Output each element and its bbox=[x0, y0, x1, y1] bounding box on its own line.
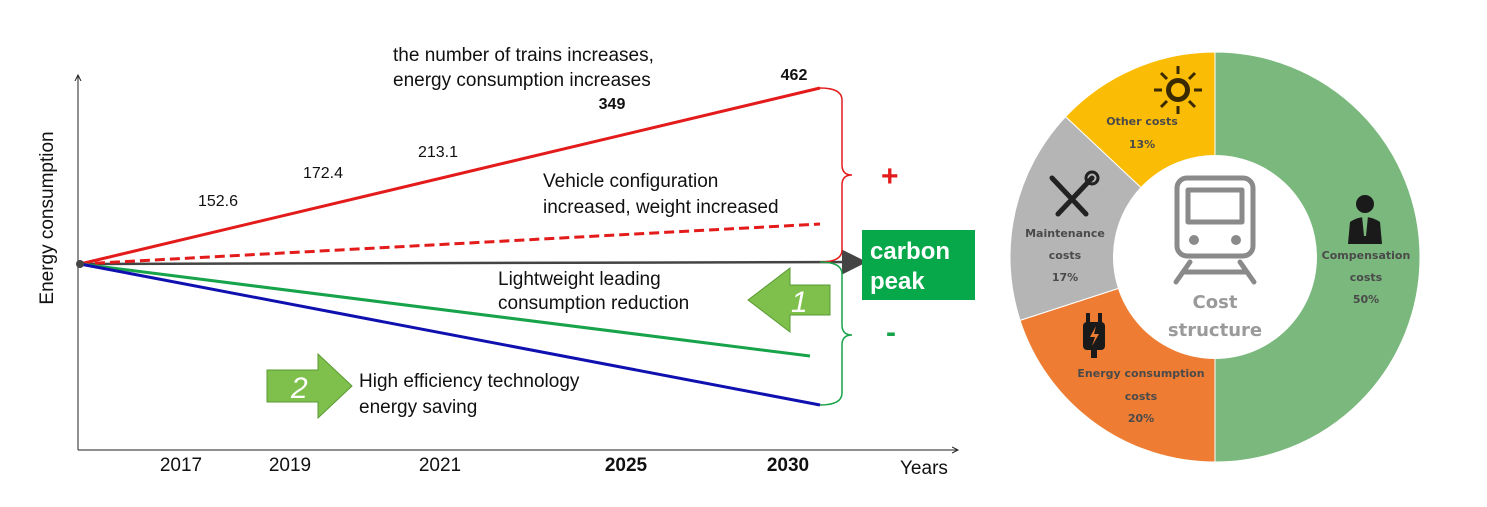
minus-sign: - bbox=[886, 316, 896, 349]
energy-trend-chart: Energy consumption Years 2017 2019 2021 … bbox=[37, 45, 975, 479]
annotation-trains-1: the number of trains increases, bbox=[393, 45, 654, 66]
arrow-1: 1 bbox=[747, 266, 831, 334]
label-maintenance-pct: 17% bbox=[1052, 271, 1078, 284]
data-label-2017: 152.6 bbox=[198, 193, 238, 210]
carbon-peak-line1: carbon bbox=[870, 238, 950, 265]
label-energy-1: Energy consumption bbox=[1077, 367, 1204, 380]
increase-brace bbox=[819, 87, 853, 263]
decrease-brace bbox=[819, 261, 853, 406]
annotation-efficiency-2: energy saving bbox=[359, 397, 477, 418]
plus-sign: + bbox=[881, 160, 899, 193]
person-icon bbox=[1348, 195, 1382, 244]
label-compensation-pct: 50% bbox=[1353, 293, 1379, 306]
data-label-2030: 462 bbox=[781, 67, 808, 84]
label-other-1: Other costs bbox=[1106, 115, 1178, 128]
annotation-lightweight-1: Lightweight leading bbox=[498, 269, 661, 290]
arrow-2: 2 bbox=[266, 352, 353, 420]
label-energy-pct: 20% bbox=[1128, 412, 1154, 425]
x-tick-2017: 2017 bbox=[160, 455, 202, 476]
center-title-line2: structure bbox=[1168, 320, 1262, 341]
data-label-2019: 172.4 bbox=[303, 165, 343, 182]
baseline-arrow bbox=[79, 249, 867, 275]
label-energy-2: costs bbox=[1125, 390, 1158, 403]
carbon-peak-badge bbox=[862, 230, 975, 300]
data-label-2025: 349 bbox=[599, 96, 626, 113]
plug-icon bbox=[1083, 313, 1105, 358]
annotation-lightweight-2: consumption reduction bbox=[498, 293, 689, 314]
x-tick-2021: 2021 bbox=[419, 455, 461, 476]
sun-icon bbox=[1154, 66, 1202, 114]
annotation-vehicle-1: Vehicle configuration bbox=[543, 171, 718, 192]
train-icon bbox=[1173, 175, 1257, 285]
label-maintenance-2: costs bbox=[1049, 249, 1082, 262]
x-tick-2025: 2025 bbox=[605, 455, 648, 476]
donut-slice-compensation bbox=[1214, 51, 1421, 463]
annotation-trains-2: energy consumption increases bbox=[393, 70, 651, 91]
x-axis-label: Years bbox=[900, 458, 948, 479]
efficiency-line bbox=[79, 262, 821, 407]
tools-icon bbox=[1049, 170, 1100, 217]
annotation-efficiency-1: High efficiency technology bbox=[359, 371, 580, 392]
origin-point bbox=[76, 260, 84, 268]
data-label-2021: 213.1 bbox=[418, 144, 458, 161]
trains-increase-line bbox=[79, 86, 821, 266]
y-axis-label: Energy consumption bbox=[37, 131, 58, 304]
x-tick-2030: 2030 bbox=[767, 455, 809, 476]
annotation-vehicle-2: increased, weight increased bbox=[543, 197, 779, 218]
vehicle-weight-line bbox=[79, 222, 821, 266]
label-compensation-2: costs bbox=[1350, 271, 1383, 284]
arrow-1-label: 1 bbox=[791, 286, 808, 319]
cost-structure-donut: Cost structure bbox=[1009, 51, 1421, 463]
label-compensation-1: Compensation bbox=[1322, 249, 1411, 262]
x-tick-2019: 2019 bbox=[269, 455, 311, 476]
lightweight-line bbox=[79, 262, 811, 358]
carbon-peak-line2: peak bbox=[870, 268, 925, 295]
label-other-pct: 13% bbox=[1129, 138, 1155, 151]
label-maintenance-1: Maintenance bbox=[1025, 227, 1105, 240]
arrow-2-label: 2 bbox=[290, 372, 308, 405]
center-title-line1: Cost bbox=[1193, 292, 1238, 313]
